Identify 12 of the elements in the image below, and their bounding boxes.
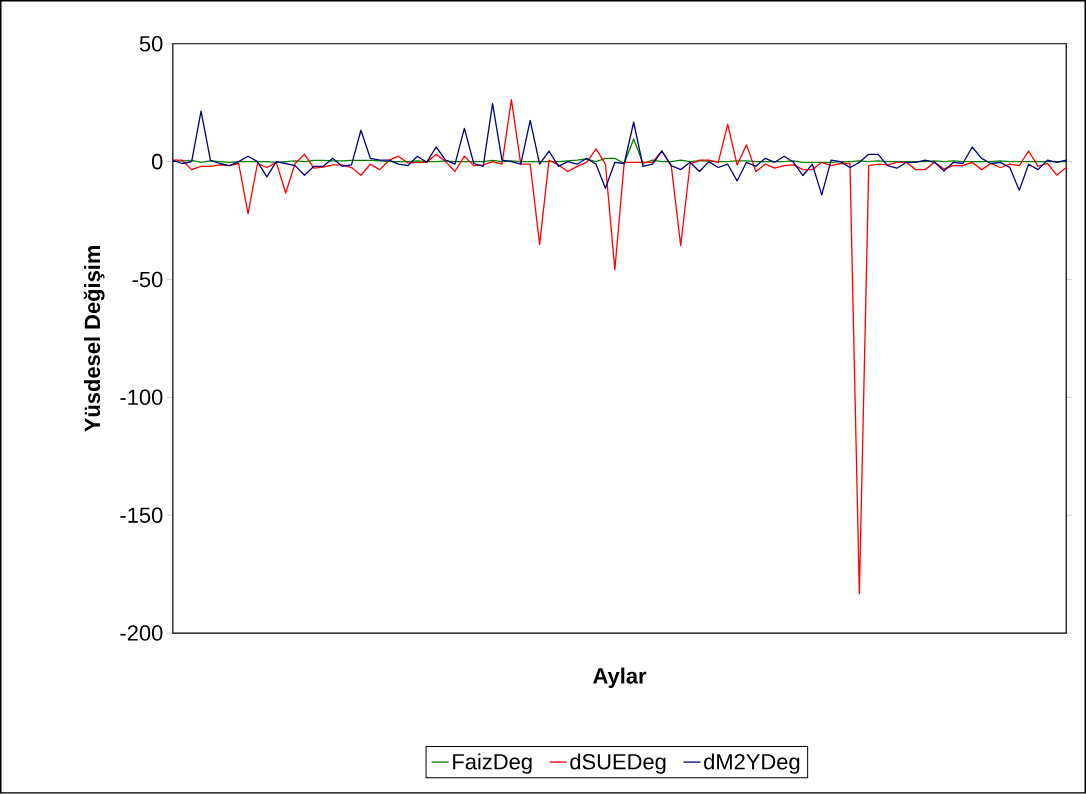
x-axis-title: Aylar	[593, 667, 647, 689]
line-series	[172, 103, 1067, 196]
y-tick-label: 50	[139, 36, 163, 52]
legend-label: FaizDeg	[453, 753, 532, 774]
y-tick-label: -100	[120, 389, 163, 406]
y-tick-label: -200	[120, 625, 163, 641]
y-axis-title: Yüsdesel Değişim	[83, 246, 105, 432]
y-tick-label: -50	[132, 271, 163, 288]
y-tick-label: -150	[120, 507, 163, 524]
legend-label: dM2YDeg	[704, 753, 800, 774]
legend-label: dSUEDeg	[570, 753, 666, 774]
y-tick-label: 0	[151, 153, 163, 170]
